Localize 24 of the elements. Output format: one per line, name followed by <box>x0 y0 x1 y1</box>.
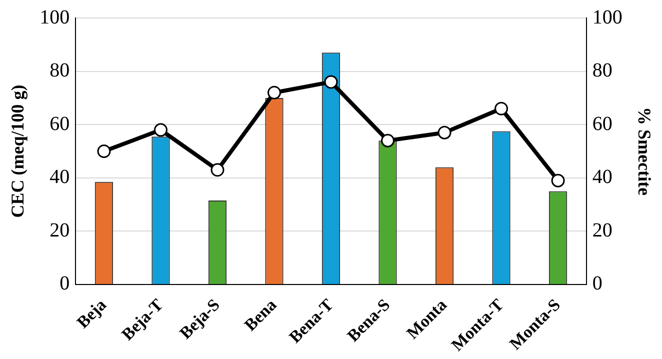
point <box>494 102 508 116</box>
y2-tick-label: 0 <box>592 272 602 295</box>
y2-tick-label: 40 <box>592 166 612 188</box>
y-tick-label: 0 <box>60 272 70 295</box>
y2-tick-label: 80 <box>592 60 612 82</box>
point <box>154 123 168 137</box>
point <box>551 174 565 188</box>
y-tick-label: 60 <box>50 112 70 135</box>
y2-tick-label: 20 <box>592 219 612 242</box>
point <box>324 75 338 89</box>
x-tick-label: Beja <box>73 294 110 332</box>
point <box>381 134 395 148</box>
point <box>210 163 224 177</box>
y2-axis-title: % Smectite <box>634 107 655 196</box>
point <box>438 126 452 140</box>
y-tick-label: 40 <box>50 166 70 188</box>
point <box>97 144 111 158</box>
point <box>267 86 281 100</box>
y2-tick-label: 100 <box>592 6 622 28</box>
y-tick-label: 20 <box>50 219 70 242</box>
y-axis-title: CEC (meq/100 g) <box>7 84 28 218</box>
y2-tick-label: 60 <box>592 112 612 135</box>
y-tick-label: 80 <box>50 60 70 82</box>
y-tick-label: 100 <box>40 6 70 28</box>
